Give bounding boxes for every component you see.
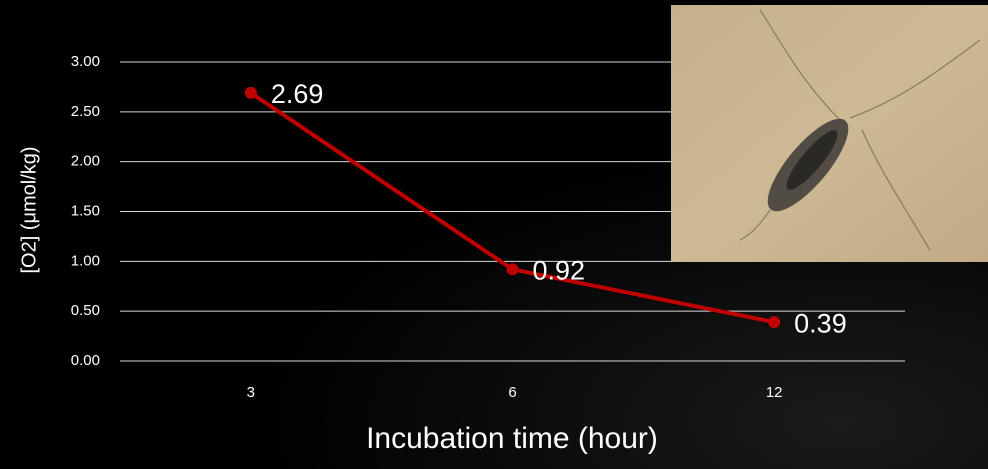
- y-tick-label: 1.00: [71, 252, 100, 269]
- x-tick-label: 6: [508, 384, 516, 401]
- y-tick-label: 0.50: [71, 302, 100, 319]
- data-label: 2.69: [271, 79, 324, 109]
- y-axis-title: [O2] (μmol/kg): [18, 146, 40, 273]
- data-label: 0.92: [533, 255, 586, 285]
- photo-inset: [671, 5, 988, 262]
- data-point: [506, 263, 519, 276]
- y-tick-label: 0.00: [71, 352, 100, 369]
- y-tick-label: 1.50: [71, 202, 100, 219]
- y-tick-label: 2.00: [71, 153, 100, 170]
- x-axis-title: Incubation time (hour): [366, 422, 658, 455]
- data-label: 0.39: [794, 308, 847, 338]
- y-tick-label: 3.00: [71, 53, 100, 70]
- data-point: [244, 86, 257, 99]
- x-tick-label: 3: [247, 384, 255, 401]
- data-point: [768, 316, 781, 329]
- y-tick-label: 2.50: [71, 103, 100, 120]
- x-tick-label: 12: [766, 384, 783, 401]
